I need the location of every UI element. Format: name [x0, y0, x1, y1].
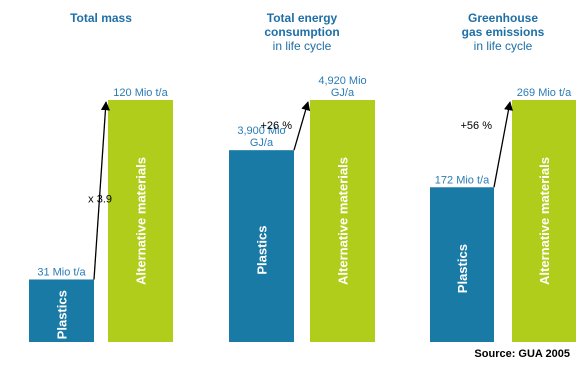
bar-alternative-materials	[310, 100, 375, 342]
value-label: 269 Mio t/a	[517, 87, 572, 99]
category-label-plastics: Plastics	[255, 226, 270, 275]
bar-plastics	[29, 279, 94, 342]
change-arrow	[93, 101, 110, 280]
change-label: x 3.9	[88, 194, 112, 206]
source-note: Source: GUA 2005	[474, 348, 570, 360]
change-arrow	[293, 101, 311, 151]
bar-alternative-materials	[512, 100, 576, 342]
panel-title: Total mass	[70, 11, 132, 25]
category-label-plastics: Plastics	[55, 290, 70, 339]
panel-title: Greenhouse	[468, 11, 538, 25]
panel-subtitle: in life cycle	[474, 39, 533, 53]
panel-title: consumption	[264, 25, 339, 39]
panel-title: Total energy	[267, 11, 338, 25]
category-label-alternative: Alternative materials	[134, 157, 149, 285]
change-label: +56 %	[461, 120, 493, 132]
panel-subtitle: in life cycle	[273, 39, 332, 53]
bar-plastics	[229, 150, 294, 342]
panel-title: gas emissions	[462, 25, 545, 39]
bar-alternative-materials	[108, 100, 173, 342]
value-label: GJ/a	[250, 137, 274, 149]
value-label: 172 Mio t/a	[435, 174, 490, 186]
value-label: 31 Mio t/a	[37, 266, 86, 278]
category-label-plastics: Plastics	[455, 244, 470, 293]
change-arrow	[493, 101, 513, 188]
bar-plastics	[430, 187, 494, 342]
change-label: +26 %	[261, 120, 293, 132]
category-label-alternative: Alternative materials	[537, 157, 552, 285]
value-label: 3,900 Mio	[237, 125, 285, 137]
value-label: GJ/a	[331, 87, 355, 99]
category-label-alternative: Alternative materials	[336, 157, 351, 285]
value-label: 4,920 Mio	[318, 75, 366, 87]
value-label: 120 Mio t/a	[113, 87, 168, 99]
